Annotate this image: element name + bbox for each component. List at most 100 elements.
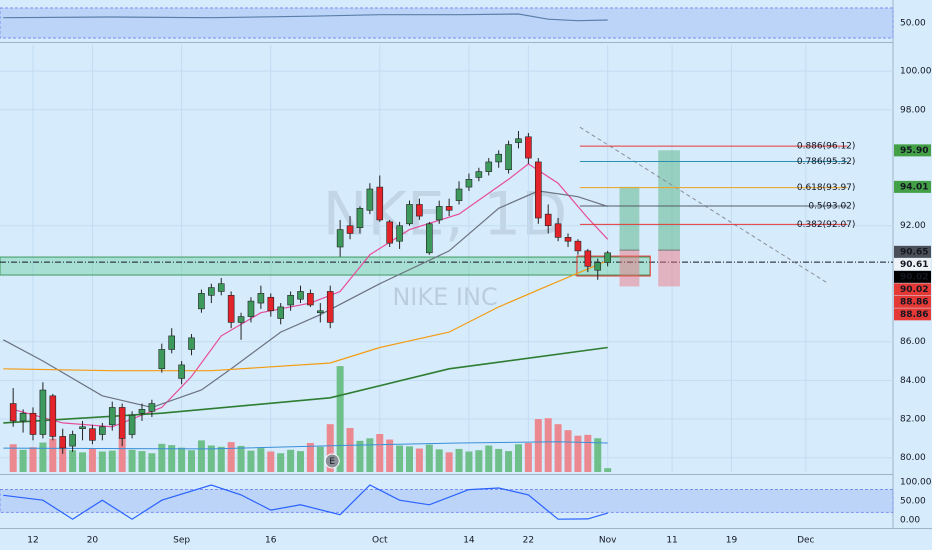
candle-body bbox=[29, 412, 37, 435]
candle-body bbox=[89, 428, 96, 441]
candle-body bbox=[455, 188, 463, 201]
band bbox=[0, 7, 894, 39]
candle-body bbox=[416, 204, 423, 217]
volume-bar bbox=[495, 448, 503, 472]
candle-body bbox=[99, 426, 106, 435]
candle-body bbox=[376, 186, 384, 221]
price-badge-label: 90.65 bbox=[900, 247, 928, 257]
candle-body bbox=[138, 409, 146, 414]
candle-body bbox=[554, 223, 562, 238]
x-tick-label: 22 bbox=[523, 536, 534, 546]
volume-bar bbox=[514, 444, 522, 472]
volume-bar bbox=[138, 451, 146, 472]
support-zone bbox=[0, 256, 651, 276]
x-tick-label: 11 bbox=[666, 536, 677, 546]
price-badge-label: 88.86 bbox=[900, 310, 928, 320]
volume-bar bbox=[455, 448, 463, 472]
candle-body bbox=[69, 434, 76, 447]
volume-bar bbox=[257, 448, 265, 472]
candle-body bbox=[505, 144, 512, 170]
x-tick-label: Dec bbox=[797, 536, 814, 546]
volume-bar bbox=[554, 424, 562, 472]
candle-body bbox=[475, 171, 483, 178]
volume-bar bbox=[475, 450, 483, 472]
volume-bar bbox=[297, 451, 305, 472]
candle-body bbox=[386, 221, 393, 244]
x-tick-label: Oct bbox=[372, 536, 388, 546]
price-badge-label: 95.90 bbox=[900, 146, 928, 156]
volume-bar bbox=[415, 448, 423, 472]
candle-body bbox=[515, 138, 522, 143]
price-badge-label: 90.61 bbox=[900, 260, 928, 270]
volume-bar bbox=[98, 451, 106, 472]
volume-bar bbox=[247, 450, 255, 472]
volume-bar bbox=[49, 438, 57, 472]
candle-body bbox=[208, 287, 215, 296]
volume-bar bbox=[326, 424, 334, 472]
volume-bar bbox=[574, 435, 582, 472]
volume-bar bbox=[108, 450, 116, 472]
volume-bar bbox=[564, 430, 572, 472]
price-badge bbox=[894, 270, 931, 283]
volume-bar bbox=[534, 419, 542, 472]
candle-body bbox=[267, 296, 275, 312]
volume-bar bbox=[584, 434, 592, 472]
candle-body bbox=[396, 225, 403, 242]
candle-body bbox=[19, 412, 27, 422]
volume-bar bbox=[435, 449, 443, 472]
volume-bar bbox=[197, 440, 205, 472]
volume-bar bbox=[267, 451, 275, 472]
volume-bar bbox=[366, 438, 374, 472]
volume-bar bbox=[485, 445, 493, 472]
indicator-line bbox=[3, 13, 608, 22]
volume-bar bbox=[79, 452, 87, 472]
volume-bar bbox=[118, 436, 126, 472]
volume-bar bbox=[19, 449, 27, 472]
candle-body bbox=[445, 206, 453, 211]
volume-bar bbox=[207, 445, 215, 472]
candle-body bbox=[217, 283, 225, 292]
candle-body bbox=[485, 161, 493, 172]
candle-body bbox=[178, 364, 185, 379]
volume-bar bbox=[425, 444, 433, 472]
volume-bar bbox=[277, 453, 285, 472]
price-badge bbox=[894, 308, 931, 321]
earnings-marker bbox=[324, 453, 340, 469]
volume-bar bbox=[88, 448, 96, 472]
candle-body bbox=[534, 161, 542, 219]
volume-bar bbox=[336, 366, 344, 472]
volume-bar bbox=[465, 451, 473, 472]
candle-body bbox=[604, 252, 611, 263]
watermark-name: NIKE INC bbox=[392, 283, 497, 311]
candle-body bbox=[594, 262, 602, 271]
candle-body bbox=[287, 295, 294, 306]
price-badge bbox=[894, 295, 931, 308]
price-badge bbox=[894, 180, 931, 193]
band bbox=[0, 489, 894, 513]
candle-body bbox=[39, 389, 47, 435]
volume-bar bbox=[148, 453, 156, 472]
watermark-symbol: NKE, 1D bbox=[323, 180, 568, 250]
price-badge-label: 90.02 bbox=[900, 272, 928, 282]
price-badge bbox=[894, 258, 931, 271]
volume-bar bbox=[544, 418, 552, 472]
plot-layer: 12 20 Sep 16 Oct 14 22 Nov 11 19 Dec 80.00 82.00 84.0… bbox=[0, 7, 932, 546]
candle-body bbox=[317, 310, 324, 314]
volume-bar bbox=[39, 442, 47, 472]
candle-body bbox=[148, 403, 156, 412]
candle-body bbox=[198, 293, 205, 310]
candle-body bbox=[158, 349, 166, 370]
price-badge bbox=[894, 144, 931, 157]
candle-body bbox=[465, 179, 473, 188]
volume-bar bbox=[227, 442, 235, 472]
candle-body bbox=[108, 407, 116, 426]
volume-ma bbox=[3, 441, 608, 450]
position-target bbox=[619, 186, 640, 251]
volume-bar bbox=[217, 446, 225, 472]
candle-body bbox=[426, 223, 433, 254]
candle-body bbox=[277, 306, 284, 319]
volume-bar bbox=[376, 433, 384, 472]
candle-body bbox=[79, 426, 86, 430]
x-tick-label: 16 bbox=[265, 536, 277, 546]
candle-body bbox=[584, 250, 592, 267]
